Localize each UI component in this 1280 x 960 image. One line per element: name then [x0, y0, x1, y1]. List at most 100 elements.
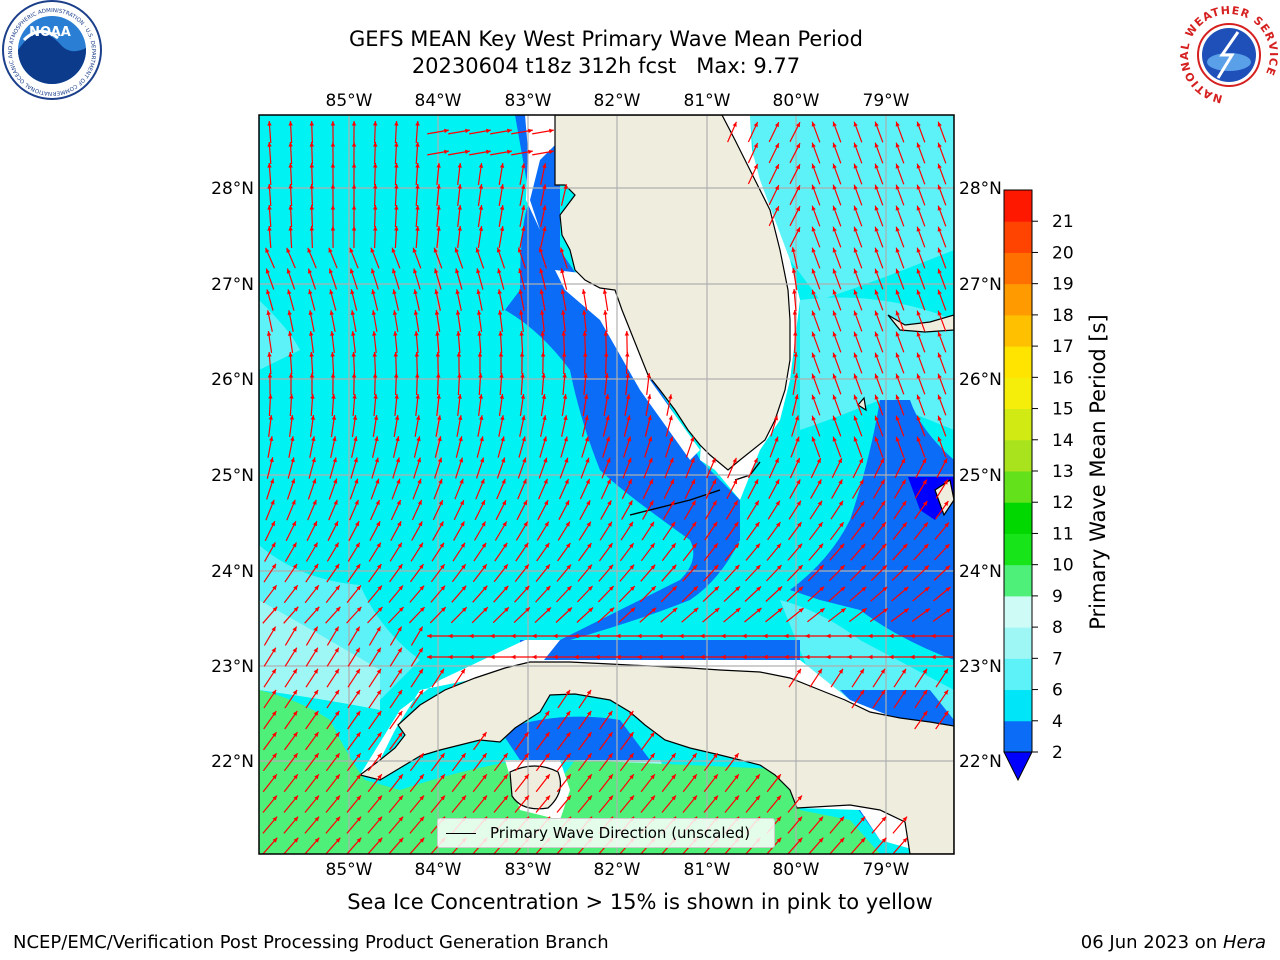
wave-arrow-head	[922, 479, 927, 485]
wave-arrow-head	[499, 394, 504, 399]
wave-arrow-head	[616, 633, 621, 639]
lon-label-top: 79°W	[863, 91, 910, 111]
wave-arrow-head	[397, 689, 403, 695]
wave-arrow-head	[289, 415, 294, 420]
wave-arrow-head	[874, 352, 879, 358]
wave-arrow-head	[565, 521, 570, 527]
wave-arrow-head	[669, 479, 674, 485]
wave-arrow-head	[565, 711, 571, 716]
wave-arrow-head	[392, 310, 398, 315]
wave-arrow-head	[334, 668, 339, 674]
wave-arrow-head	[458, 415, 463, 420]
wave-arrow-head	[628, 521, 633, 527]
wave-arrow-head	[308, 289, 313, 295]
wave-arrow-head	[713, 774, 718, 780]
wave-arrow-head	[497, 289, 502, 294]
wave-arrow-head	[377, 816, 383, 822]
wave-arrow-head	[811, 373, 816, 379]
wave-arrow-head	[499, 184, 505, 189]
wave-arrow-head	[629, 732, 634, 737]
wave-arrow-head	[902, 543, 908, 549]
wave-arrow-head	[700, 654, 705, 660]
wave-arrow-head	[511, 633, 516, 639]
wave-arrow-head	[628, 500, 633, 506]
wave-arrow-head	[735, 586, 740, 592]
wave-arrow-head	[805, 633, 810, 639]
wave-arrow-head	[377, 607, 383, 612]
colorbar-swatch	[1004, 283, 1032, 316]
wave-arrow-head	[270, 478, 275, 484]
wave-arrow-head	[291, 521, 296, 527]
colorbar-swatch	[1004, 314, 1032, 347]
wave-arrow-head	[817, 479, 822, 485]
wave-arrow-head	[542, 415, 547, 421]
wave-arrow-head	[330, 205, 336, 210]
wave-arrow-head	[271, 647, 276, 653]
wave-arrow-head	[439, 668, 444, 674]
wave-arrow-head	[267, 352, 272, 357]
wave-arrow-head	[419, 564, 424, 569]
wave-arrow-head	[269, 436, 274, 441]
wave-arrow-head	[562, 373, 567, 378]
wave-arrow-head	[476, 268, 481, 274]
wave-arrow-head	[372, 331, 377, 336]
wave-arrow-head	[922, 711, 928, 716]
wave-arrow-head	[755, 795, 760, 801]
wave-arrow-head	[616, 654, 621, 660]
wave-arrow-head	[455, 310, 461, 315]
wave-arrow-head	[356, 732, 361, 737]
wave-arrow-head	[289, 394, 294, 399]
wave-arrow-head	[351, 205, 357, 210]
wave-arrow-head	[625, 352, 630, 357]
wave-arrow-head	[853, 121, 858, 127]
wave-arrow-head	[874, 436, 879, 442]
wave-arrow-head	[874, 121, 879, 127]
wave-arrow-head	[711, 457, 716, 463]
colorbar-swatch	[1004, 346, 1032, 378]
wave-arrow-head	[418, 689, 424, 695]
wave-arrow-head	[441, 607, 446, 612]
wave-arrow-head	[734, 774, 739, 780]
wave-arrow-head	[528, 128, 533, 133]
wave-arrow-head	[607, 711, 613, 716]
wave-arrow-head	[628, 711, 634, 716]
wave-arrow-head	[861, 586, 867, 592]
wave-arrow-head	[394, 394, 399, 399]
wave-arrow-head	[377, 795, 382, 801]
wave-arrow-head	[397, 521, 402, 527]
wave-arrow-head	[486, 149, 491, 154]
wave-arrow-head	[605, 415, 610, 421]
wave-arrow-head	[309, 331, 314, 336]
wave-arrow-head	[832, 373, 837, 379]
wave-arrow-head	[271, 689, 277, 695]
wave-arrow-head	[398, 607, 404, 612]
wave-arrow-head	[314, 606, 320, 612]
wave-arrow-head	[330, 226, 336, 231]
wave-arrow-head	[525, 607, 530, 612]
wave-arrow-head	[895, 289, 900, 295]
wave-arrow-head	[839, 837, 845, 843]
wave-arrow-head	[916, 121, 921, 127]
wave-arrow-head	[334, 542, 339, 548]
wave-arrow-head	[398, 837, 404, 843]
wave-arrow-head	[561, 310, 566, 315]
wave-arrow-head	[754, 479, 759, 485]
wave-arrow-head	[796, 668, 801, 674]
wave-arrow-head	[541, 373, 546, 378]
wave-arrow-head	[795, 458, 800, 463]
wave-arrow-head	[415, 226, 420, 231]
wave-arrow-head	[853, 289, 858, 295]
wave-arrow-head	[351, 184, 357, 189]
wave-arrow-head	[603, 310, 608, 315]
wave-arrow-head	[397, 668, 402, 674]
wave-arrow-head	[874, 331, 879, 337]
wave-arrow-head	[500, 436, 505, 442]
wave-arrow-head	[479, 436, 484, 442]
colorbar-swatch	[1004, 564, 1032, 597]
wave-arrow-head	[838, 500, 843, 506]
wave-arrow-head	[583, 373, 588, 378]
wave-arrow-head	[293, 774, 298, 780]
wave-arrow-head	[811, 205, 816, 211]
wave-arrow-head	[397, 711, 403, 716]
wave-arrow-head	[775, 479, 780, 485]
